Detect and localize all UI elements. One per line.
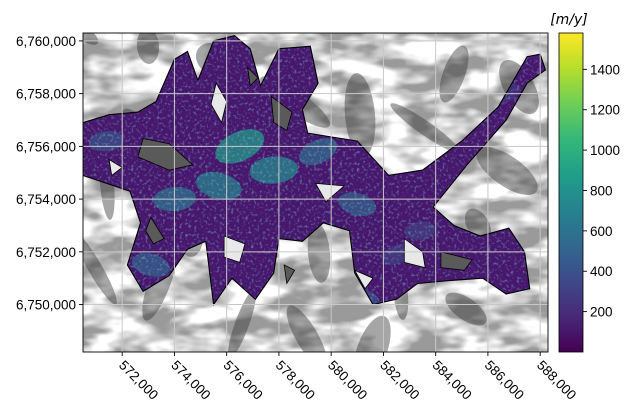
ice-free-patch bbox=[223, 235, 246, 263]
colorbar-tick-label: 1400 bbox=[590, 62, 620, 77]
y-tick-label: 6,760,000 bbox=[16, 34, 76, 49]
glacier-outline bbox=[83, 34, 547, 306]
colorbar-tick-label: 800 bbox=[590, 183, 613, 198]
ice-free-patch bbox=[108, 158, 123, 177]
ice-free-patch bbox=[353, 269, 374, 290]
x-tick-label: 572,000 bbox=[116, 358, 161, 403]
grid-lines bbox=[83, 33, 548, 352]
ice-free-patch bbox=[210, 82, 228, 124]
x-tick-label: 588,000 bbox=[534, 358, 579, 403]
y-tick-label: 6,752,000 bbox=[16, 245, 76, 260]
ice-free-patch bbox=[403, 237, 426, 269]
plot-frame bbox=[82, 32, 549, 353]
x-tick-label: 586,000 bbox=[482, 358, 527, 403]
ice-free-patch bbox=[440, 251, 473, 271]
ice-free-patch bbox=[247, 66, 259, 87]
y-tick-label: 6,750,000 bbox=[16, 298, 76, 313]
y-tick-label: 6,754,000 bbox=[16, 192, 76, 207]
x-tick-label: 578,000 bbox=[273, 358, 318, 403]
x-tick-label: 576,000 bbox=[221, 358, 266, 403]
plot-area bbox=[83, 33, 548, 352]
colorbar-tick-label: 200 bbox=[590, 305, 613, 320]
x-tick-label: 582,000 bbox=[377, 358, 422, 403]
colorbar-tick-label: 1200 bbox=[590, 103, 620, 118]
colorbar-ramp bbox=[558, 32, 584, 353]
colorbar-tick-label: 1000 bbox=[590, 143, 620, 158]
y-tick-label: 6,758,000 bbox=[16, 87, 76, 102]
ice-free-patch bbox=[314, 182, 346, 203]
x-axis: 572,000 574,000 576,000 578,000 580,000 582,0… bbox=[116, 352, 579, 403]
ice-free-patch bbox=[283, 264, 296, 285]
ice-free-patch bbox=[145, 216, 165, 245]
x-tick-label: 574,000 bbox=[168, 358, 213, 403]
y-axis: 6,750,000 6,752,000 6,754,000 6,756,000 6,75… bbox=[16, 34, 83, 313]
colorbar: [m/y] 200 400 600 800 1000 1200 1400 bbox=[550, 12, 620, 353]
colorbar-tick-label: 600 bbox=[590, 224, 613, 239]
colorbar-tick-label: 400 bbox=[590, 264, 613, 279]
y-tick-label: 6,756,000 bbox=[16, 139, 76, 154]
colorbar-unit-label: [m/y] bbox=[550, 12, 588, 28]
ice-free-patch bbox=[270, 95, 293, 132]
colorbar-ticks: 200 400 600 800 1000 1200 1400 bbox=[583, 62, 620, 320]
x-tick-label: 580,000 bbox=[325, 358, 370, 403]
x-tick-label: 584,000 bbox=[430, 358, 475, 403]
